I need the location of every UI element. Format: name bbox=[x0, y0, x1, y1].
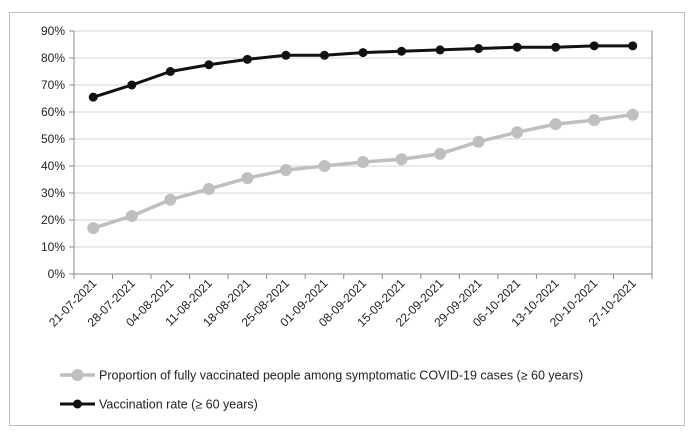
series-0 bbox=[87, 108, 639, 235]
y-tick-labels: 0% 10% 20% 30% 40% 50% 60% 70% 80% 90% bbox=[41, 24, 65, 281]
data-point bbox=[241, 172, 254, 185]
data-point bbox=[164, 193, 177, 206]
legend: Proportion of fully vaccinated people am… bbox=[60, 369, 583, 412]
data-point bbox=[165, 67, 175, 76]
y-tick-label: 70% bbox=[41, 78, 65, 92]
data-point bbox=[628, 41, 638, 51]
data-point bbox=[512, 42, 522, 52]
data-point bbox=[474, 44, 484, 54]
y-tick-label: 30% bbox=[41, 186, 65, 200]
legend-label: Vaccination rate (≥ 60 years) bbox=[99, 398, 258, 412]
legend-marker bbox=[73, 399, 82, 409]
y-tick-label: 80% bbox=[41, 51, 65, 65]
data-point bbox=[242, 54, 252, 64]
y-tick-label: 90% bbox=[41, 24, 65, 38]
data-point bbox=[626, 108, 639, 121]
data-point bbox=[279, 164, 292, 177]
y-tick-label: 20% bbox=[41, 213, 65, 227]
data-point bbox=[358, 48, 368, 58]
data-point bbox=[395, 153, 408, 166]
data-point bbox=[88, 92, 98, 102]
data-point bbox=[281, 50, 291, 60]
data-point bbox=[204, 60, 214, 70]
gridlines bbox=[74, 30, 652, 248]
series-lines bbox=[87, 41, 639, 235]
axes bbox=[69, 30, 653, 279]
x-tick-labels: 21-07-202128-07-202104-08-202111-08-2021… bbox=[46, 276, 639, 330]
data-point bbox=[511, 126, 524, 139]
legend-item-1: Vaccination rate (≥ 60 years) bbox=[60, 398, 258, 412]
y-tick-label: 40% bbox=[41, 159, 65, 173]
data-point bbox=[472, 135, 485, 148]
series-line bbox=[92, 112, 633, 230]
data-point bbox=[318, 160, 331, 172]
data-point bbox=[202, 182, 215, 195]
data-point bbox=[357, 155, 369, 168]
data-point bbox=[87, 222, 100, 235]
y-tick-label: 50% bbox=[41, 132, 65, 146]
data-point bbox=[588, 114, 601, 127]
legend-label: Proportion of fully vaccinated people am… bbox=[99, 369, 583, 383]
data-point bbox=[551, 42, 561, 52]
data-point bbox=[127, 80, 137, 90]
data-point bbox=[549, 118, 562, 131]
series-1 bbox=[88, 41, 638, 102]
data-point bbox=[434, 147, 447, 160]
legend-item-0: Proportion of fully vaccinated people am… bbox=[60, 369, 583, 383]
y-tick-label: 10% bbox=[41, 240, 65, 254]
data-point bbox=[319, 50, 329, 60]
data-point bbox=[435, 45, 445, 55]
legend-marker bbox=[71, 369, 84, 381]
y-tick-label: 0% bbox=[48, 267, 66, 281]
data-point bbox=[397, 46, 407, 56]
data-point bbox=[125, 209, 138, 222]
y-tick-label: 60% bbox=[41, 105, 65, 119]
data-point bbox=[589, 41, 599, 51]
